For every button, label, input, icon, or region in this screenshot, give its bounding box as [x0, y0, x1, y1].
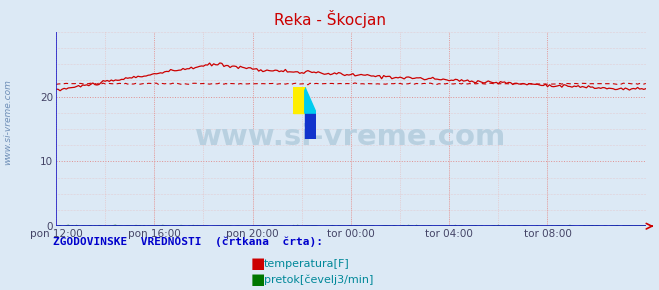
Text: ■: ■: [250, 272, 265, 287]
Bar: [293, 87, 304, 113]
Text: www.si-vreme.com: www.si-vreme.com: [3, 79, 13, 165]
Text: Reka - Škocjan: Reka - Škocjan: [273, 10, 386, 28]
Polygon shape: [304, 87, 316, 113]
Text: www.si-vreme.com: www.si-vreme.com: [195, 123, 507, 151]
Text: pretok[čevelj3/min]: pretok[čevelj3/min]: [264, 275, 373, 285]
Bar: [304, 113, 316, 139]
Text: ZGODOVINSKE  VREDNOSTI  (črtkana  črta):: ZGODOVINSKE VREDNOSTI (črtkana črta):: [53, 237, 323, 247]
Text: ■: ■: [250, 256, 265, 271]
Text: temperatura[F]: temperatura[F]: [264, 259, 349, 269]
Polygon shape: [293, 87, 304, 113]
